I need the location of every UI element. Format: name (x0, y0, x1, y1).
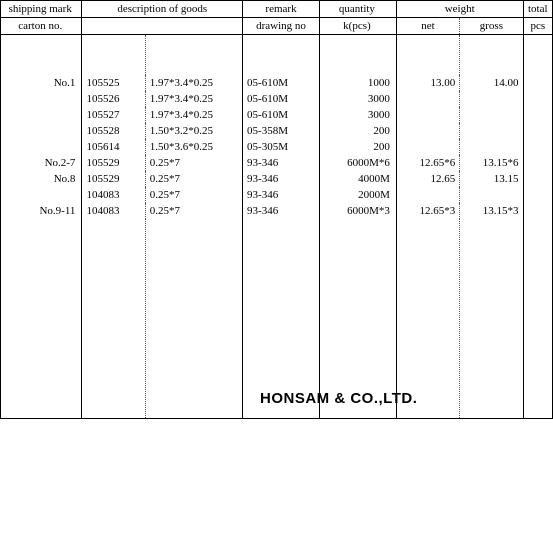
hdr-description: description of goods (82, 1, 243, 18)
cell-net (396, 139, 459, 155)
hdr-remark: remark (243, 1, 320, 18)
hdr-shipping-mark: shipping mark (1, 1, 82, 18)
cell-qty: 1000 (319, 75, 396, 91)
cell-remark: 05-305M (243, 139, 320, 155)
cell-spec: 0.25*7 (145, 155, 242, 171)
cell-gross: 14.00 (460, 75, 523, 91)
cell-code: 105528 (82, 123, 145, 139)
cell-spec: 1.97*3.4*0.25 (145, 91, 242, 107)
table-row: 1056141.50*3.6*0.2505-305M200 (1, 139, 553, 155)
cell-remark: 05-610M (243, 75, 320, 91)
cell-qty: 3000 (319, 107, 396, 123)
cell-remark: 93-346 (243, 171, 320, 187)
table-row: No.9-111040830.25*793-3466000M*312.65*31… (1, 203, 553, 219)
hdr-carton-no: carton no. (1, 18, 82, 35)
cell-gross (460, 91, 523, 107)
cell-total (523, 91, 552, 107)
cell-spec: 0.25*7 (145, 171, 242, 187)
hdr-gross: gross (460, 18, 523, 35)
cell-mark: No.9-11 (1, 203, 82, 219)
cell-gross: 13.15 (460, 171, 523, 187)
cell-remark: 05-610M (243, 107, 320, 123)
hdr-total: total (523, 1, 552, 18)
cell-mark (1, 107, 82, 123)
cell-remark: 05-610M (243, 91, 320, 107)
cell-code: 104083 (82, 203, 145, 219)
hdr-pcs: pcs (523, 18, 552, 35)
company-watermark: HONSAM & CO.,LTD. (260, 390, 417, 407)
cell-mark (1, 187, 82, 203)
table-row: 1055271.97*3.4*0.2505-610M3000 (1, 107, 553, 123)
cell-total (523, 123, 552, 139)
cell-mark (1, 91, 82, 107)
cell-remark: 05-358M (243, 123, 320, 139)
cell-code: 105529 (82, 155, 145, 171)
cell-net (396, 123, 459, 139)
cell-qty: 200 (319, 123, 396, 139)
table-row: 1055281.50*3.2*0.2505-358M200 (1, 123, 553, 139)
spacer-row (1, 35, 553, 75)
cell-remark: 93-346 (243, 155, 320, 171)
cell-spec: 1.97*3.4*0.25 (145, 107, 242, 123)
cell-spec: 1.50*3.6*0.25 (145, 139, 242, 155)
table-row: 1040830.25*793-3462000M (1, 187, 553, 203)
hdr-weight: weight (396, 1, 523, 18)
cell-mark (1, 123, 82, 139)
cell-code: 104083 (82, 187, 145, 203)
packing-list-table: shipping mark description of goods remar… (0, 0, 553, 419)
cell-qty: 2000M (319, 187, 396, 203)
cell-code: 105529 (82, 171, 145, 187)
tail-row (1, 219, 553, 419)
cell-total (523, 107, 552, 123)
cell-mark: No.1 (1, 75, 82, 91)
cell-spec: 0.25*7 (145, 203, 242, 219)
cell-net: 12.65 (396, 171, 459, 187)
cell-net: 12.65*6 (396, 155, 459, 171)
cell-total (523, 75, 552, 91)
cell-remark: 93-346 (243, 203, 320, 219)
cell-code: 105527 (82, 107, 145, 123)
table-row: No.2-71055290.25*793-3466000M*612.65*613… (1, 155, 553, 171)
cell-qty: 200 (319, 139, 396, 155)
table-row: 1055261.97*3.4*0.2505-610M3000 (1, 91, 553, 107)
cell-gross (460, 187, 523, 203)
cell-total (523, 155, 552, 171)
cell-net (396, 91, 459, 107)
cell-mark (1, 139, 82, 155)
cell-gross: 13.15*6 (460, 155, 523, 171)
hdr-drawing-no: drawing no (243, 18, 320, 35)
cell-spec: 0.25*7 (145, 187, 242, 203)
cell-total (523, 139, 552, 155)
cell-net: 12.65*3 (396, 203, 459, 219)
cell-gross (460, 107, 523, 123)
hdr-quantity: quantity (319, 1, 396, 18)
hdr-kpcs: k(pcs) (319, 18, 396, 35)
cell-gross (460, 139, 523, 155)
cell-mark: No.8 (1, 171, 82, 187)
cell-total (523, 171, 552, 187)
table-row: No.81055290.25*793-3464000M12.6513.15 (1, 171, 553, 187)
cell-spec: 1.50*3.2*0.25 (145, 123, 242, 139)
cell-net (396, 187, 459, 203)
hdr-net: net (396, 18, 459, 35)
cell-total (523, 187, 552, 203)
cell-gross: 13.15*3 (460, 203, 523, 219)
cell-code: 105526 (82, 91, 145, 107)
cell-code: 105614 (82, 139, 145, 155)
cell-gross (460, 123, 523, 139)
cell-total (523, 203, 552, 219)
table-row: No.11055251.97*3.4*0.2505-610M100013.001… (1, 75, 553, 91)
cell-qty: 4000M (319, 171, 396, 187)
cell-net: 13.00 (396, 75, 459, 91)
cell-qty: 3000 (319, 91, 396, 107)
cell-spec: 1.97*3.4*0.25 (145, 75, 242, 91)
cell-qty: 6000M*6 (319, 155, 396, 171)
cell-mark: No.2-7 (1, 155, 82, 171)
cell-remark: 93-346 (243, 187, 320, 203)
cell-net (396, 107, 459, 123)
cell-code: 105525 (82, 75, 145, 91)
cell-qty: 6000M*3 (319, 203, 396, 219)
